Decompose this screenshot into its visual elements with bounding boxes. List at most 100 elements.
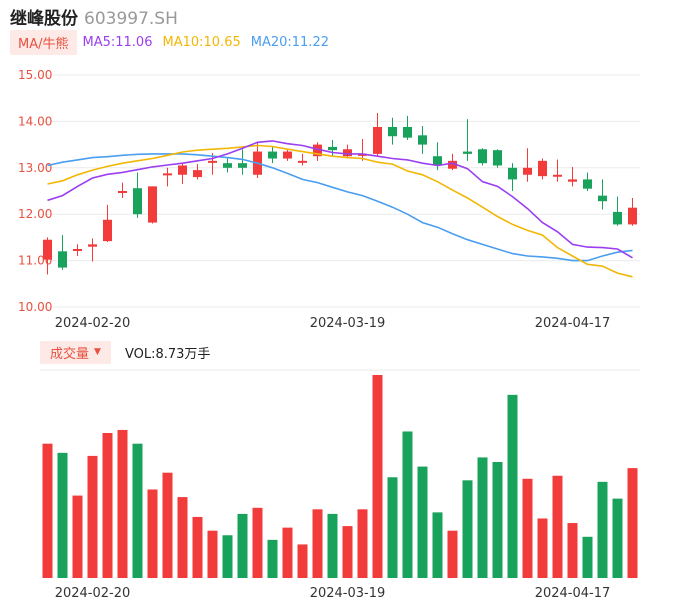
candle-body (223, 163, 232, 168)
x-date-label: 2024-02-20 (55, 586, 131, 601)
candle-body (508, 167, 517, 180)
candle-body (553, 174, 562, 177)
volume-bar (72, 495, 83, 578)
candle-body (148, 186, 157, 223)
y-tick-label: 13.00 (18, 161, 52, 175)
candle-body (328, 146, 337, 151)
candle-body (313, 144, 322, 157)
candle-body (373, 126, 382, 154)
volume-tag-label: 成交量 (50, 346, 90, 362)
candle-body (268, 151, 277, 159)
ma5-label: MA5:11.06 (82, 34, 153, 50)
ma20-label: MA20:11.22 (250, 34, 329, 50)
candle-body (298, 160, 307, 163)
candle-body (118, 191, 127, 193)
candle-body (163, 173, 172, 176)
volume-bar (567, 523, 578, 578)
volume-bar (597, 481, 608, 578)
volume-bar (237, 513, 248, 578)
volume-bar (87, 455, 98, 578)
candle-body (538, 160, 547, 177)
stock-name: 继峰股份 (10, 9, 78, 29)
volume-indicator-selector[interactable]: 成交量 ▼ (40, 340, 111, 364)
volume-value-label: VOL:8.73万手 (124, 346, 211, 362)
volume-bar (162, 472, 173, 578)
volume-bar (267, 539, 278, 578)
volume-bar (582, 536, 593, 578)
volume-bar (522, 478, 533, 578)
candle-body (103, 219, 112, 242)
volume-bar (627, 468, 638, 578)
candle-body (478, 149, 487, 164)
candle-body (403, 126, 412, 138)
volume-bar (387, 477, 398, 578)
volume-bar (297, 544, 308, 578)
y-tick-label: 14.00 (18, 114, 52, 128)
ma-indicator-selector[interactable]: MA/牛熊 (10, 29, 77, 55)
candle-body (583, 179, 592, 189)
stock-header: 继峰股份 603997.SH (10, 4, 178, 29)
volume-bar (177, 497, 188, 578)
volume-bar (447, 530, 458, 578)
volume-bar (132, 443, 143, 578)
volume-bar (117, 429, 128, 578)
candle-body (343, 149, 352, 157)
candle-body (58, 251, 67, 268)
volume-bar (42, 443, 53, 578)
volume-bar (372, 375, 383, 578)
volume-bar (402, 431, 413, 578)
volume-bar (552, 475, 563, 578)
candle-body (568, 179, 577, 182)
volume-bar (102, 433, 113, 578)
volume-bar (192, 516, 203, 578)
volume-bar (252, 507, 263, 578)
candle-body (358, 153, 367, 156)
candle-body (448, 160, 457, 169)
candle-body (73, 249, 82, 251)
x-date-label: 2024-03-19 (310, 586, 386, 601)
volume-legend: 成交量 ▼ VOL:8.73万手 (40, 340, 211, 364)
candle-body (88, 244, 97, 247)
x-date-label: 2024-04-17 (535, 316, 611, 331)
volume-bar (312, 509, 323, 578)
ma10-label: MA10:10.65 (162, 34, 241, 50)
stock-code: 603997.SH (84, 9, 178, 29)
volume-bar (507, 394, 518, 578)
candle-body (493, 150, 502, 166)
ma5-line (47, 140, 633, 259)
ma20-line (47, 153, 633, 262)
candle-body (208, 160, 217, 163)
candle-body (613, 211, 622, 225)
y-tick-label: 10.00 (18, 300, 52, 314)
candle-body (193, 170, 202, 178)
volume-bar (417, 466, 428, 578)
volume-bar (327, 513, 338, 578)
candle-body (628, 207, 637, 225)
candle-body (418, 135, 427, 145)
candle-body (43, 239, 52, 260)
volume-bar (342, 526, 353, 578)
volume-bar (207, 530, 218, 578)
candle-body (283, 151, 292, 159)
volume-bar (612, 498, 623, 578)
ma10-line (47, 144, 633, 278)
x-date-label: 2024-03-19 (310, 316, 386, 331)
y-tick-label: 12.00 (18, 207, 52, 221)
volume-bar (57, 452, 68, 578)
candle-body (238, 163, 247, 168)
x-date-label: 2024-02-20 (55, 316, 131, 331)
volume-bar (357, 509, 368, 578)
candle-body (388, 126, 397, 137)
volume-bar (477, 457, 488, 578)
volume-bar (147, 489, 158, 578)
volume-bar (462, 480, 473, 578)
volume-bar (222, 535, 233, 578)
candle-body (598, 195, 607, 202)
candle-body (178, 165, 187, 175)
y-tick-label: 15.00 (18, 68, 52, 82)
candle-body (133, 188, 142, 215)
candle-body (433, 156, 442, 166)
x-date-label: 2024-04-17 (535, 586, 611, 601)
volume-bar (282, 527, 293, 578)
